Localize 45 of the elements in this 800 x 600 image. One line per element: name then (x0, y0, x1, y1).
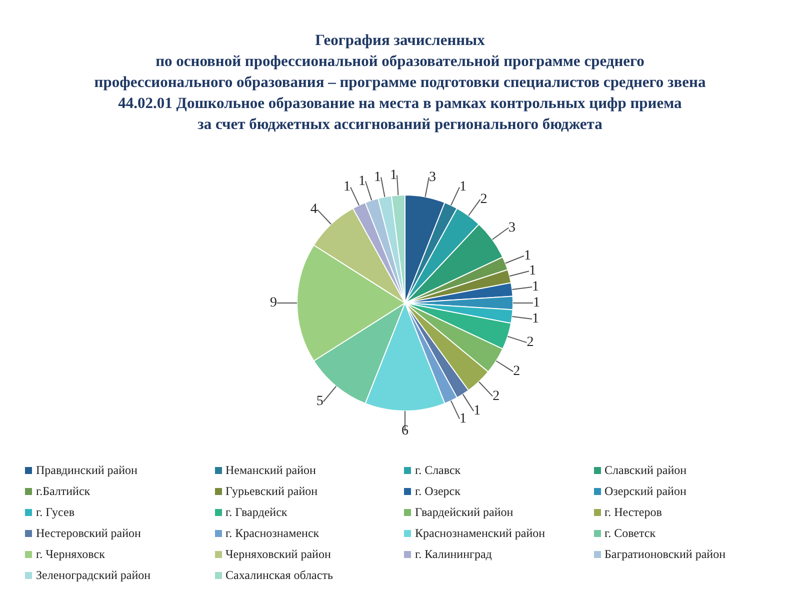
legend-label: г. Славск (415, 463, 461, 478)
legend-label: г. Краснознаменск (226, 526, 320, 541)
legend-label: Багратионовский район (604, 547, 726, 562)
data-label: 4 (310, 202, 318, 218)
legend-label: Славский район (604, 463, 687, 478)
legend-label: Озерский район (604, 484, 686, 499)
data-label: 5 (316, 394, 324, 410)
legend-label: Сахалинская область (226, 568, 333, 583)
data-label: 1 (358, 174, 366, 189)
legend-label: г. Гусев (36, 505, 75, 520)
data-label: 1 (524, 248, 532, 264)
legend-label: Черняховский район (226, 547, 331, 562)
data-label: 1 (460, 180, 466, 195)
legend-label: Гвардейский район (415, 505, 514, 520)
legend-label: Зеленоградский район (36, 568, 151, 583)
legend-label: г. Черняховск (36, 547, 105, 562)
legend-label: г. Гвардейск (226, 505, 288, 520)
legend-label: Краснознаменский район (415, 526, 546, 541)
data-label: 2 (513, 364, 520, 380)
data-label: 1 (474, 404, 481, 419)
chart-title: География зачисленных по основной профессиональной образовательной программе среднего профессионального образования – программе подготовки специалистов среднего звена 44.02.01 Дошкольное образование на места в рамках контрольных цифр приема за счет бюджетных ассигнований регионального бюджета (93, 31, 707, 135)
data-label: 1 (532, 312, 539, 327)
legend-label: Гурьевский район (226, 484, 318, 499)
data-label: 6 (402, 424, 408, 438)
data-label: 2 (526, 335, 534, 350)
legend-label: г. Калининград (415, 547, 492, 562)
data-label: 1 (374, 170, 382, 185)
legend-label: Неманский район (226, 463, 316, 478)
data-label: 1 (460, 411, 466, 426)
legend-label: г. Нестеров (604, 505, 662, 520)
legend-label: Правдинский район (36, 463, 138, 478)
legend-label: г.Балтийск (36, 484, 90, 499)
data-label: 2 (480, 192, 488, 207)
legend-label: г. Озерск (415, 484, 460, 499)
data-label: 2 (492, 388, 500, 404)
data-label: 1 (344, 180, 350, 195)
data-label: 9 (270, 296, 277, 310)
data-label: 1 (532, 279, 539, 294)
data-label: 3 (508, 220, 516, 236)
data-label: 1 (533, 296, 540, 310)
legend-label: г. Советск (604, 526, 656, 541)
data-label: 1 (528, 264, 536, 279)
data-label: 1 (390, 168, 397, 183)
data-label: 3 (428, 170, 436, 185)
legend-label: Нестеровский район (36, 526, 141, 541)
